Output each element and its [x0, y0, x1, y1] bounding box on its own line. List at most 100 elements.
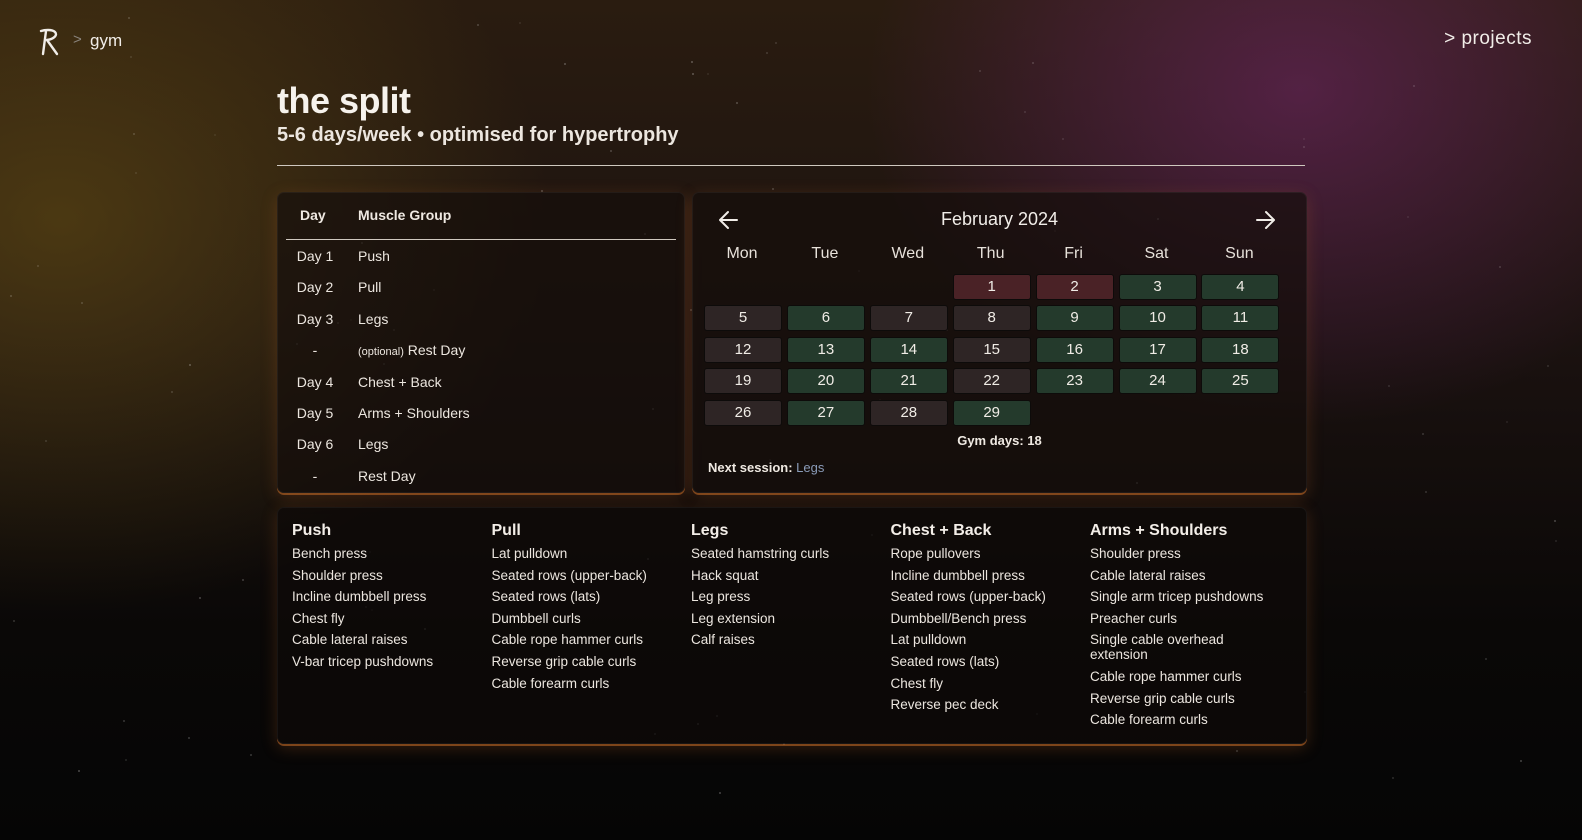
exercise-item: Lat pulldown	[890, 632, 967, 648]
split-day-cell: Day 3	[296, 310, 334, 327]
calendar-day[interactable]: 20	[786, 368, 865, 395]
exercise-item: Reverse grip cable curls	[491, 653, 637, 669]
star-dot	[78, 770, 80, 772]
star-dot	[188, 737, 190, 739]
star-dot	[250, 754, 252, 756]
split-table-header: Day Muscle Group	[286, 193, 676, 240]
star-dot	[610, 150, 612, 152]
star-dot	[130, 56, 132, 58]
calendar-day[interactable]: 12	[704, 336, 782, 363]
weekday-header: Wed	[891, 245, 925, 262]
exercise-item: Chest fly	[292, 610, 345, 626]
page-title: the split	[277, 80, 411, 121]
calendar-day[interactable]: 24	[1118, 368, 1197, 395]
split-table-row: Day 4 Chest + Back	[286, 368, 676, 396]
calendar-day[interactable]: 8	[952, 305, 1031, 332]
next-session-label: Next session:	[708, 460, 793, 475]
muscle-group-label: Rest Day	[358, 467, 416, 484]
calendar-day[interactable]: 21	[869, 368, 948, 395]
exercise-column: Legs Seated hamstring curls Hack squat Leg …	[691, 522, 881, 654]
exercise-column: Chest + Back Rope pullovers Incline dumbbe…	[891, 522, 1081, 719]
star-dot	[979, 70, 981, 72]
split-table-row: Day 2 Pull	[286, 273, 676, 301]
calendar-day[interactable]: 15	[952, 336, 1031, 363]
calendar-card: February 2024 Mon Tue Wed Thu Fri Sat Sun 1 2 3 4 5…	[692, 192, 1307, 493]
exercise-item: Incline dumbbell press	[890, 567, 1025, 583]
r-logo-icon[interactable]	[38, 28, 62, 56]
exercise-item: Cable rope hammer curls	[1090, 668, 1242, 684]
calendar-day[interactable]: 22	[952, 368, 1031, 395]
calendar-day[interactable]: 7	[869, 305, 948, 332]
star-dot	[766, 52, 768, 54]
calendar-day[interactable]: 25	[1201, 368, 1280, 395]
star-dot	[1547, 365, 1549, 367]
star-dot	[775, 42, 777, 44]
calendar-day[interactable]: 3	[1118, 274, 1197, 300]
calendar-day[interactable]: 4	[1201, 274, 1280, 300]
calendar-day[interactable]: 17	[1118, 336, 1197, 363]
muscle-group-label: Arms + Shoulders	[358, 405, 470, 421]
star-dot	[736, 102, 738, 104]
calendar-day[interactable]: 26	[704, 399, 782, 426]
split-day-cell: -	[312, 467, 318, 484]
calendar-day[interactable]: 2	[1035, 274, 1114, 300]
calendar-day[interactable]: 27	[786, 399, 865, 426]
exercise-item: Leg press	[691, 589, 751, 605]
exercise-item: Single arm tricep pushdowns	[1090, 589, 1264, 605]
exercise-item: Seated rows (lats)	[890, 653, 1000, 669]
optional-tag: (optional)	[358, 346, 404, 359]
split-day-cell: -	[312, 342, 318, 359]
star-dot	[199, 597, 201, 599]
exercise-item: Seated rows (upper-back)	[890, 589, 1046, 605]
star-dot	[1555, 540, 1557, 542]
calendar-day[interactable]: 13	[786, 336, 865, 363]
calendar-day[interactable]: 11	[1201, 305, 1280, 332]
exercise-item: Bench press	[292, 546, 368, 561]
exercise-item: Leg extension	[691, 610, 776, 626]
muscle-group-label: Legs	[358, 310, 389, 327]
star-dot	[1422, 433, 1424, 435]
calendar-day[interactable]: 5	[704, 305, 782, 332]
split-group-cell: Arms + Shoulders	[358, 405, 470, 421]
calendar-day[interactable]: 6	[786, 305, 865, 332]
breadcrumb-current: gym	[90, 31, 123, 50]
star-dot	[1499, 266, 1501, 268]
arrow-right-icon[interactable]	[1251, 207, 1279, 233]
split-table-row: Day 3 Legs	[286, 305, 676, 333]
star-dot	[1413, 85, 1415, 87]
calendar-day[interactable]: 18	[1201, 336, 1280, 363]
calendar-day[interactable]: 29	[952, 399, 1031, 426]
weekday-header: Fri	[1064, 245, 1083, 262]
calendar-day[interactable]: 9	[1035, 305, 1114, 332]
exercise-item: Hack squat	[691, 567, 759, 583]
star-dot	[564, 63, 566, 65]
split-group-cell: Pull	[358, 279, 381, 295]
exercise-item: Lat pulldown	[491, 546, 568, 561]
arrow-left-icon[interactable]	[715, 207, 743, 233]
calendar-day[interactable]: 23	[1035, 368, 1114, 395]
exercise-column: Pull Lat pulldown Seated rows (upper-back)…	[492, 522, 682, 697]
star-dot	[1407, 216, 1409, 218]
exercise-column: Arms + Shoulders Shoulder press Cable late…	[1090, 522, 1280, 734]
projects-link[interactable]: > projects	[1444, 28, 1532, 49]
exercise-item: Seated hamstring curls	[691, 546, 830, 561]
star-dot	[1388, 385, 1390, 387]
muscle-group-label: Legs	[358, 436, 389, 453]
weekday-header: Mon	[726, 245, 758, 262]
calendar-day[interactable]: 14	[869, 336, 948, 363]
calendar-day[interactable]: 10	[1118, 305, 1197, 332]
calendar-day[interactable]: 16	[1035, 336, 1114, 363]
split-day-cell: Day 1	[296, 248, 334, 264]
calendar-day[interactable]: 19	[704, 368, 782, 395]
split-table-row: Day 5 Arms + Shoulders	[286, 399, 676, 427]
weekday-header: Sat	[1144, 245, 1169, 262]
calendar-day[interactable]: 28	[869, 399, 948, 426]
exercise-item: Chest fly	[890, 675, 944, 691]
star-dot	[692, 73, 694, 75]
exercise-item: Cable rope hammer curls	[491, 632, 644, 648]
star-dot	[128, 17, 130, 19]
muscle-group-label: Rest Day	[403, 342, 466, 359]
calendar-day[interactable]: 1	[952, 274, 1031, 300]
star-dot	[1520, 760, 1522, 762]
exercise-item: Single cable overhead extension	[1090, 632, 1224, 663]
